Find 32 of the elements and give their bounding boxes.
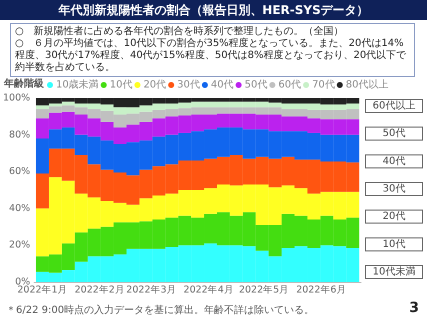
legend-label: 80代以上 bbox=[346, 78, 389, 90]
y-tick-label: 60% bbox=[9, 166, 30, 178]
text: 30代 bbox=[382, 184, 406, 194]
legend-label: 70代 bbox=[312, 80, 335, 90]
text: 10代 bbox=[382, 238, 406, 250]
x-tick-label: 2022年4月 bbox=[184, 284, 234, 296]
legend-title: 年齢階級 bbox=[3, 78, 45, 90]
y-tick-label: 20% bbox=[9, 240, 30, 251]
legend-label: 10歳未満 bbox=[56, 78, 99, 90]
text: 50代 bbox=[382, 128, 406, 140]
text: ＊6/22 9:00時点の入力データを基に算出。年齢不詳は除いている。 bbox=[6, 304, 314, 317]
x-tick-label: 2022年1月 bbox=[17, 284, 68, 296]
x-tick-label: 2022年6月 bbox=[296, 284, 346, 296]
text: 10代未満 bbox=[372, 266, 416, 278]
y-tick-label: 80% bbox=[9, 129, 30, 140]
chart-title: 年代別新規陽性者の割合（報告日別、HER-SYSデータ） bbox=[0, 0, 427, 20]
legend-label: 30代 bbox=[177, 80, 200, 90]
legend-label: 40代 bbox=[210, 80, 234, 90]
y-tick-label: 100% bbox=[2, 92, 30, 104]
legend-label: 60代 bbox=[278, 80, 302, 90]
chart-subtitle: ○ 新規陽性者に占める各年代の割合を時系列で整理したもの。（全国） ○ ６月の平均値では、10代以下の割合が35%程度となっている。また、20代は14%程度、30代が17%程度、40代が15%程度、50代は8%程度となっており、20代以下で約半数を占めている。 bbox=[15, 26, 408, 74]
legend-label: 10代 bbox=[110, 80, 132, 90]
x-tick-label: 2022年2月 bbox=[74, 284, 125, 296]
x-tick-label: 2022年5月 bbox=[238, 284, 290, 296]
text: 40代 bbox=[382, 156, 406, 167]
legend-label: 20代 bbox=[143, 80, 166, 90]
text: 3 bbox=[409, 300, 419, 316]
text: 20代 bbox=[382, 211, 406, 222]
x-tick-label: 2022年3月 bbox=[126, 284, 177, 296]
legend-label: 50代 bbox=[244, 80, 268, 90]
text: 60代以上 bbox=[372, 100, 416, 112]
y-tick-label: 40% bbox=[9, 202, 30, 214]
